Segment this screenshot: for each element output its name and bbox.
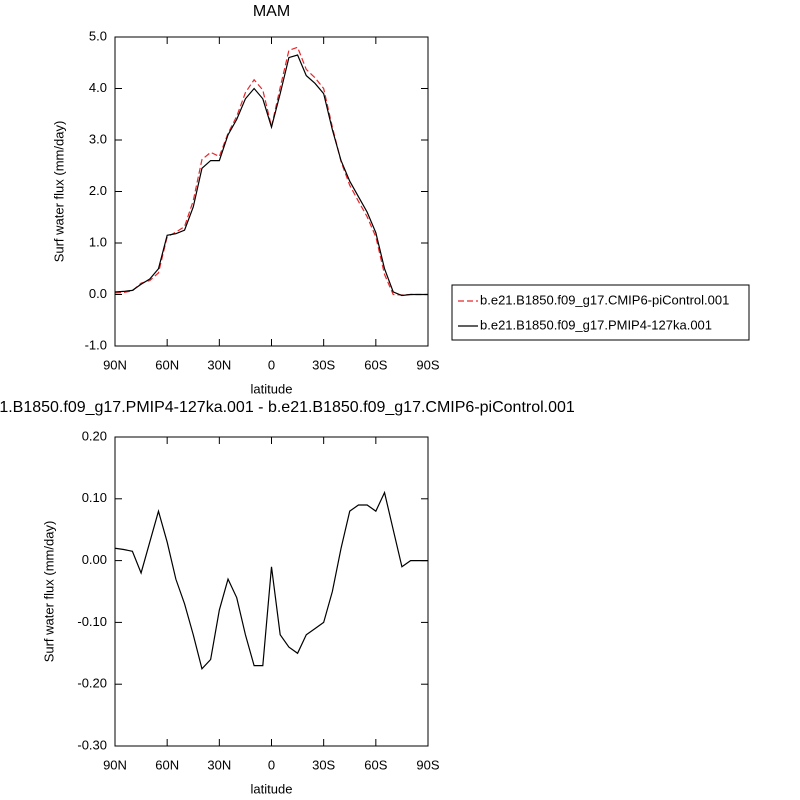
data-line	[114, 46, 428, 296]
y-axis-label: Surf water flux (mm/day)	[51, 121, 66, 263]
x-tick-label: 0	[268, 757, 275, 772]
chart-title: b.e21.B1850.f09_g17.PMIP4-127ka.001 - b.…	[0, 399, 575, 416]
legend-label: b.e21.B1850.f09_g17.PMIP4-127ka.001	[480, 317, 712, 332]
x-tick-label: 30S	[312, 757, 335, 772]
y-tick-label: -0.30	[77, 737, 107, 752]
legend-box	[451, 284, 750, 341]
y-tick-label: 4.0	[89, 80, 107, 95]
x-tick-label: 90S	[416, 757, 439, 772]
y-tick-label: -0.20	[77, 676, 107, 691]
x-tick-label: 90N	[103, 357, 127, 372]
y-tick-label: 0.20	[82, 428, 107, 443]
x-tick-label: 30N	[207, 757, 231, 772]
data-line	[114, 490, 428, 670]
y-tick-label: 0.00	[82, 552, 107, 567]
x-tick-label: 30N	[207, 357, 231, 372]
plot-frame	[114, 36, 429, 347]
chart-title: MAM	[253, 3, 290, 20]
y-axis-label: Surf water flux (mm/day)	[41, 521, 56, 663]
x-tick-label: 60S	[364, 757, 387, 772]
x-axis-label: latitude	[251, 381, 293, 396]
legend-label: b.e21.B1850.f09_g17.CMIP6-piControl.001	[480, 292, 729, 307]
y-tick-label: 3.0	[89, 131, 107, 146]
x-tick-label: 60N	[155, 357, 179, 372]
data-line	[114, 54, 428, 297]
x-tick-label: 0	[268, 357, 275, 372]
y-tick-label: -1.0	[85, 337, 107, 352]
plot-frame	[114, 436, 429, 747]
y-tick-label: 0.10	[82, 490, 107, 505]
x-tick-label: 90N	[103, 757, 127, 772]
y-tick-label: 1.0	[89, 234, 107, 249]
x-tick-label: 60N	[155, 757, 179, 772]
y-tick-label: 5.0	[89, 28, 107, 43]
x-tick-label: 60S	[364, 357, 387, 372]
y-tick-label: -0.10	[77, 614, 107, 629]
y-tick-label: 0.0	[89, 286, 107, 301]
x-axis-label: latitude	[251, 781, 293, 796]
x-tick-label: 30S	[312, 357, 335, 372]
x-tick-label: 90S	[416, 357, 439, 372]
y-tick-label: 2.0	[89, 183, 107, 198]
